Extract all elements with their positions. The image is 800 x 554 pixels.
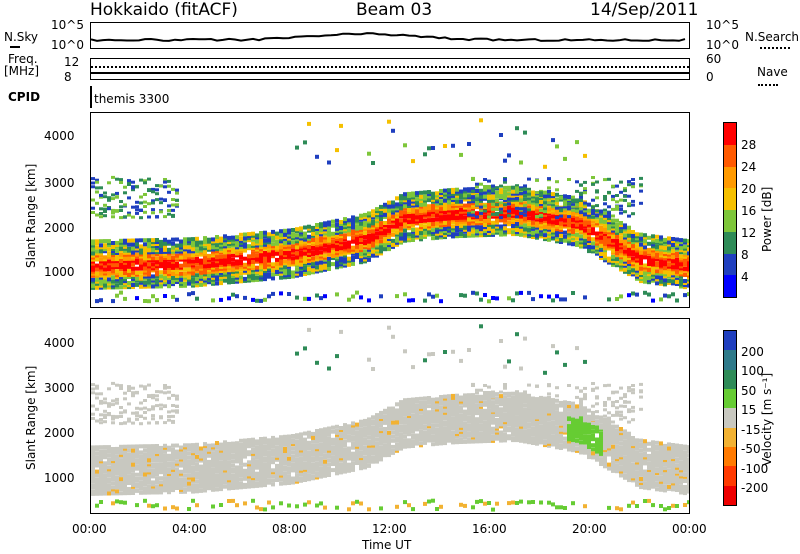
nsearch-legend-dots: [760, 47, 790, 49]
power-cb-tick: 24: [741, 160, 757, 174]
nsky-label: N.Sky: [4, 30, 39, 44]
velocity-colorbar: [723, 330, 737, 506]
power-ytick-1000: 1000: [44, 265, 75, 279]
vel-cb-tick: 100: [741, 364, 764, 378]
xtick: 00:00: [672, 522, 707, 536]
power-cb-1: [724, 144, 736, 167]
power-cb-label: Power [dB]: [760, 186, 774, 252]
power-cb-3: [724, 188, 736, 210]
velocity-ytick-3000: 3000: [44, 381, 75, 395]
vel-cb-tick: 15: [741, 403, 757, 417]
nsky-bottom-tick: 10^0: [51, 38, 84, 52]
power-ytick-4000: 4000: [44, 129, 75, 143]
station-title: Hokkaido (fitACF): [90, 0, 238, 20]
power-colorbar: [723, 122, 737, 298]
cpid-divider: [90, 86, 92, 108]
vel-cb-7: [724, 466, 736, 486]
nsky-line: [91, 32, 686, 42]
velocity-panel: [90, 318, 690, 514]
power-ytick-3000: 3000: [44, 176, 75, 190]
power-cb-tick: 4: [741, 270, 749, 284]
power-cb-6: [724, 253, 736, 276]
cpid-value: themis 3300: [94, 92, 170, 106]
nave-legend-dots: [758, 84, 778, 86]
vel-cb-6: [724, 446, 736, 467]
power-cb-tick: 20: [741, 182, 757, 196]
nsky-top-tick: 10^5: [51, 18, 84, 32]
nave-bottom-tick: 0: [706, 70, 714, 84]
vel-cb-tick: -15: [741, 423, 761, 437]
vel-cb-tick: -50: [741, 442, 761, 456]
power-cb-tick: 12: [741, 226, 757, 240]
vel-cb-8: [724, 485, 736, 505]
vel-cb-tick: 200: [741, 345, 764, 359]
power-cb-2: [724, 166, 736, 189]
power-ylabel: Slant Range [km]: [24, 163, 38, 268]
power-heatmap: [91, 118, 689, 304]
power-cb-tick: 28: [741, 138, 757, 152]
nsky-panel: [90, 22, 690, 49]
velocity-cells: [91, 324, 689, 512]
power-ytick-2000: 2000: [44, 221, 75, 235]
freq-solid-line: [91, 72, 689, 74]
freq-unit: [MHz]: [4, 64, 40, 78]
nsearch-label: N.Search: [745, 30, 800, 44]
nave-dotted-line: [91, 66, 689, 68]
velocity-ylabel: Slant Range [km]: [24, 365, 38, 470]
freq-panel: [90, 58, 690, 80]
nsky-trace: [91, 32, 686, 42]
vel-cb-4: [724, 408, 736, 428]
velocity-cb-label: Velocity [m s⁻¹]: [760, 372, 774, 466]
velocity-ytick-1000: 1000: [44, 471, 75, 485]
nsky-underline: [10, 46, 20, 48]
xtick: 00:00: [72, 522, 107, 536]
xtick: 12:00: [372, 522, 407, 536]
nave-top-tick: 60: [706, 52, 722, 66]
xtick: 16:00: [472, 522, 507, 536]
xtick: 20:00: [572, 522, 607, 536]
vel-cb-0: [724, 331, 736, 351]
vel-cb-5: [724, 427, 736, 447]
power-cb-tick: 8: [741, 248, 749, 262]
velocity-ytick-4000: 4000: [44, 336, 75, 350]
vel-cb-tick: -100: [741, 462, 769, 476]
vel-cb-2: [724, 369, 736, 389]
power-cb-7: [724, 275, 736, 297]
freq-top-tick: 12: [64, 55, 80, 69]
nsearch-bottom-tick: 10^0: [706, 38, 739, 52]
nave-label: Nave: [757, 65, 788, 79]
vel-cb-tick: 50: [741, 384, 757, 398]
date-title: 14/Sep/2011: [590, 0, 699, 20]
power-cb-5: [724, 231, 736, 254]
power-cb-tick: 16: [741, 204, 757, 218]
xtick: 04:00: [172, 522, 207, 536]
freq-label: Freq.: [8, 52, 38, 66]
freq-bottom-tick: 8: [64, 70, 72, 84]
power-cb-0: [724, 123, 736, 145]
xtick: 08:00: [272, 522, 307, 536]
xaxis-label: Time UT: [362, 538, 412, 552]
velocity-heatmap: [91, 324, 689, 512]
nsearch-top-tick: 10^5: [706, 18, 739, 32]
beam-title: Beam 03: [356, 0, 433, 20]
vel-cb-1: [724, 350, 736, 370]
velocity-ytick-2000: 2000: [44, 426, 75, 440]
cpid-label: CPID: [8, 90, 41, 104]
vel-cb-3: [724, 388, 736, 409]
power-cells: [91, 118, 689, 304]
power-panel: [90, 112, 690, 308]
power-cb-4: [724, 210, 736, 232]
vel-cb-tick: -200: [741, 481, 769, 495]
